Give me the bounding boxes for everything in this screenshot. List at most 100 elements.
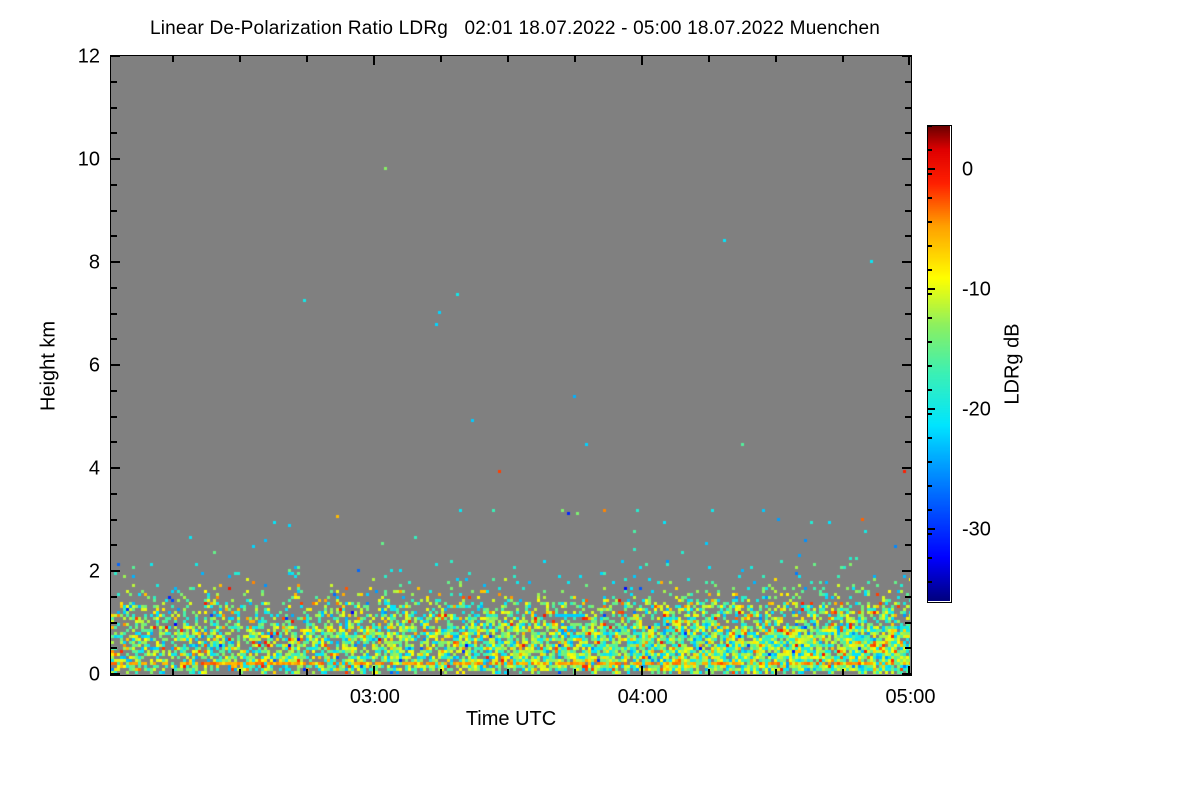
y-axis-tick	[111, 158, 120, 160]
x-axis-tick	[373, 56, 376, 65]
colorbar-minor-tick	[928, 148, 932, 151]
y-axis-tick	[902, 467, 911, 469]
y-axis-minor-tick	[111, 183, 117, 186]
y-axis-minor-tick	[905, 595, 911, 598]
x-axis-minor-tick	[574, 669, 577, 675]
x-axis-tick-label: 05:00	[885, 686, 936, 708]
y-axis-tick	[902, 570, 911, 572]
colorbar-minor-tick	[928, 532, 932, 535]
x-axis-minor-tick	[842, 669, 845, 675]
colorbar-tick-label: -30	[962, 518, 991, 541]
y-axis-minor-tick	[111, 415, 117, 418]
y-axis-minor-tick	[905, 209, 911, 212]
colorbar-gradient	[928, 126, 950, 601]
x-axis-minor-tick	[708, 669, 711, 675]
y-axis-tick-label: 12	[77, 45, 100, 67]
y-axis-minor-tick	[905, 235, 911, 238]
colorbar[interactable]	[927, 125, 952, 603]
colorbar-tick	[928, 528, 935, 531]
colorbar-tick	[928, 408, 935, 411]
x-axis-minor-tick	[708, 56, 711, 62]
colorbar-minor-tick	[928, 244, 932, 247]
y-axis-minor-tick	[111, 80, 117, 83]
colorbar-minor-tick	[928, 508, 932, 511]
y-axis-tick	[111, 364, 120, 366]
y-axis-minor-tick	[111, 312, 117, 315]
y-axis-minor-tick	[111, 441, 117, 444]
x-axis-tick-label: 04:00	[617, 686, 668, 708]
x-axis-tick	[908, 56, 910, 65]
y-axis-minor-tick	[111, 647, 117, 650]
heatmap-plot-area[interactable]	[110, 55, 912, 676]
y-axis-tick-label: 2	[88, 560, 100, 582]
y-axis-minor-tick	[111, 595, 117, 598]
y-axis-minor-tick	[111, 235, 117, 238]
y-axis-minor-tick	[111, 338, 117, 341]
y-axis-tick-label: 0	[88, 663, 100, 685]
colorbar-minor-tick	[928, 340, 932, 343]
colorbar-label-container: LDRg dB	[1000, 125, 1026, 603]
y-axis-minor-tick	[905, 183, 911, 186]
y-axis-tick-label: 8	[88, 251, 100, 273]
x-axis-minor-tick	[842, 56, 845, 62]
colorbar-minor-tick	[928, 412, 932, 415]
x-axis-minor-tick	[239, 669, 242, 675]
x-axis-minor-tick	[172, 669, 175, 675]
y-axis-minor-tick	[905, 647, 911, 650]
y-axis-minor-tick	[905, 312, 911, 315]
y-axis-minor-tick	[905, 544, 911, 547]
y-axis-tick-label: 10	[77, 148, 100, 170]
y-axis-minor-tick	[111, 518, 117, 521]
colorbar-minor-tick	[928, 364, 932, 367]
y-axis-tick	[111, 467, 120, 469]
y-axis-minor-tick	[111, 106, 117, 109]
y-axis-minor-tick	[905, 80, 911, 83]
y-axis-minor-tick	[905, 441, 911, 444]
y-axis-minor-tick	[111, 492, 117, 495]
colorbar-tick-label: -20	[962, 398, 991, 421]
x-axis-minor-tick	[507, 56, 510, 62]
y-axis-tick	[111, 261, 120, 263]
y-axis-label-container: Height km	[36, 55, 62, 676]
colorbar-tick	[928, 168, 935, 171]
x-axis-label: Time UTC	[465, 708, 557, 730]
y-axis-minor-tick	[905, 415, 911, 418]
colorbar-minor-tick	[928, 460, 932, 463]
y-axis-minor-tick	[111, 286, 117, 289]
colorbar-minor-tick	[928, 484, 932, 487]
x-axis-minor-tick	[775, 56, 778, 62]
y-axis-minor-tick	[111, 209, 117, 212]
colorbar-minor-tick	[928, 580, 932, 583]
colorbar-minor-tick	[928, 172, 932, 175]
y-axis-minor-tick	[905, 338, 911, 341]
colorbar-minor-tick	[928, 316, 932, 319]
x-axis-minor-tick	[507, 669, 510, 675]
y-axis-minor-tick	[905, 106, 911, 109]
y-axis-label: Height km	[37, 320, 60, 411]
y-axis-tick	[902, 364, 911, 366]
y-axis-minor-tick	[905, 132, 911, 135]
x-axis-minor-tick	[775, 669, 778, 675]
heatmap-data-layer	[111, 56, 910, 674]
x-axis-minor-tick	[306, 669, 309, 675]
x-axis-tick	[641, 56, 644, 65]
x-axis-minor-tick	[574, 56, 577, 62]
x-axis-minor-tick	[306, 56, 309, 62]
colorbar-minor-tick	[928, 388, 932, 391]
y-axis-tick	[111, 570, 120, 572]
x-axis-minor-tick	[239, 56, 242, 62]
y-axis-tick-label: 6	[88, 354, 100, 376]
y-axis-tick	[902, 261, 911, 263]
y-axis-minor-tick	[905, 518, 911, 521]
x-axis-tick-label: 03:00	[349, 686, 400, 708]
y-axis-minor-tick	[905, 621, 911, 624]
colorbar-tick-label: -10	[962, 278, 991, 301]
x-axis-minor-tick	[440, 669, 443, 675]
x-axis-minor-tick	[440, 56, 443, 62]
y-axis-tick	[902, 158, 911, 160]
y-axis-minor-tick	[905, 492, 911, 495]
colorbar-tick	[928, 288, 935, 291]
y-axis-minor-tick	[905, 389, 911, 392]
colorbar-label: LDRg dB	[1001, 323, 1024, 405]
